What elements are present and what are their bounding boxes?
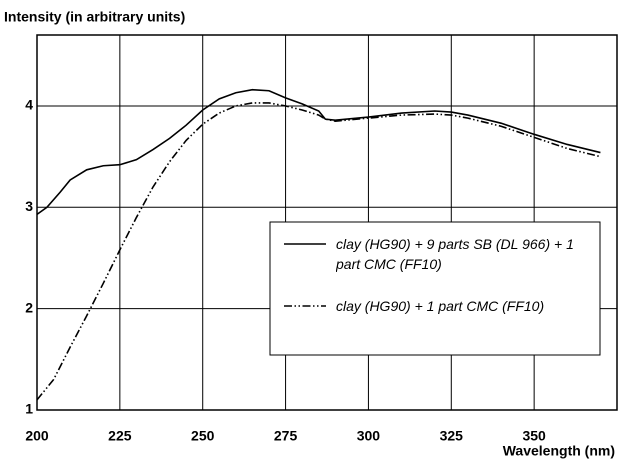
legend-label: clay (HG90) + 9 parts SB (DL 966) + 1 pa… bbox=[336, 236, 574, 272]
x-tick-label: 225 bbox=[108, 428, 132, 444]
x-tick-label: 350 bbox=[522, 428, 546, 444]
x-tick-label: 300 bbox=[357, 428, 381, 444]
x-tick-label: 275 bbox=[274, 428, 298, 444]
y-tick-label: 1 bbox=[25, 401, 33, 417]
x-axis-label: Wavelength (nm) bbox=[503, 443, 615, 459]
legend-entry: clay (HG90) + 1 part CMC (FF10) bbox=[336, 298, 545, 314]
data-line bbox=[36, 102, 601, 401]
data-line bbox=[36, 88, 601, 216]
y-tick-label: 4 bbox=[25, 97, 33, 113]
x-tick-label: 250 bbox=[191, 428, 215, 444]
y-tick-label: 3 bbox=[25, 198, 33, 214]
legend-label: clay (HG90) + 1 part CMC (FF10) bbox=[336, 298, 545, 314]
y-axis-label: Intensity (in arbitrary units) bbox=[4, 9, 185, 25]
x-tick-label: 200 bbox=[25, 428, 49, 444]
legend-entry: clay (HG90) + 9 parts SB (DL 966) + 1 pa… bbox=[336, 236, 574, 272]
plot-frame bbox=[36, 34, 618, 411]
y-tick-label: 2 bbox=[25, 299, 33, 315]
x-tick-label: 325 bbox=[440, 428, 464, 444]
